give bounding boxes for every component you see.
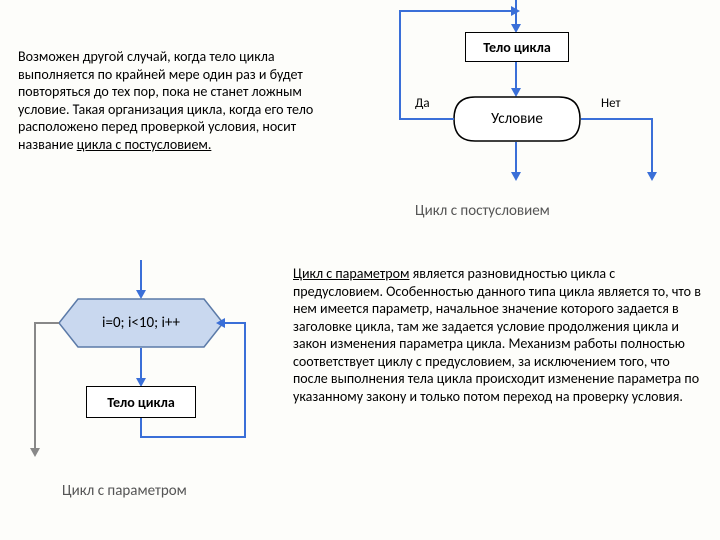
arrowhead-icon bbox=[511, 6, 520, 16]
arrow-segment bbox=[399, 10, 517, 12]
edge-label-yes: Да bbox=[415, 96, 430, 111]
arrow-segment bbox=[224, 322, 246, 324]
arrow-segment bbox=[515, 62, 517, 90]
body-label-2: Тело цикла bbox=[107, 394, 175, 411]
arrow-segment bbox=[244, 322, 246, 438]
body-label: Тело цикла bbox=[483, 39, 551, 56]
paragraph-postcondition: Возможен другой случай, когда тело цикла… bbox=[18, 48, 336, 153]
arrow-segment bbox=[34, 322, 59, 324]
arrow-segment bbox=[140, 418, 142, 438]
text-underlined-2: Цикл с параметром bbox=[293, 265, 409, 282]
arrow-segment bbox=[515, 142, 517, 174]
caption-parameter: Цикл с параметром bbox=[62, 482, 187, 500]
arrow-segment bbox=[651, 118, 653, 174]
caption-postcondition: Цикл с постусловием bbox=[415, 202, 550, 220]
diagram-parameter: i=0; i<10; i++ Тело цикла bbox=[20, 260, 280, 520]
arrowhead-icon bbox=[647, 172, 657, 181]
diagram-postcondition: Тело цикла Условие Да Нет bbox=[355, 0, 715, 230]
arrow-segment bbox=[34, 322, 36, 450]
body-box: Тело цикла bbox=[465, 32, 569, 62]
condition-label: Условие bbox=[453, 96, 581, 142]
arrowhead-icon bbox=[30, 448, 40, 457]
arrow-segment bbox=[140, 260, 142, 292]
arrow-segment bbox=[399, 118, 454, 120]
arrow-segment bbox=[399, 10, 401, 120]
body-box-2: Тело цикла bbox=[86, 386, 196, 418]
arrow-segment bbox=[140, 348, 142, 380]
arrow-segment bbox=[581, 118, 653, 120]
arrowhead-icon bbox=[511, 172, 521, 181]
arrow-segment bbox=[140, 436, 246, 438]
hexagon-header: i=0; i<10; i++ bbox=[58, 298, 224, 348]
paragraph-parameter: Цикл с параметром является разновидность… bbox=[293, 265, 703, 405]
arrowhead-icon bbox=[216, 318, 225, 328]
hexagon-label: i=0; i<10; i++ bbox=[58, 298, 224, 348]
text-main-2: является разновидностью цикла с предусло… bbox=[293, 265, 701, 405]
text-underlined: цикла с постусловием. bbox=[77, 136, 212, 153]
edge-label-no: Нет bbox=[601, 96, 621, 111]
condition-box: Условие bbox=[453, 96, 581, 142]
